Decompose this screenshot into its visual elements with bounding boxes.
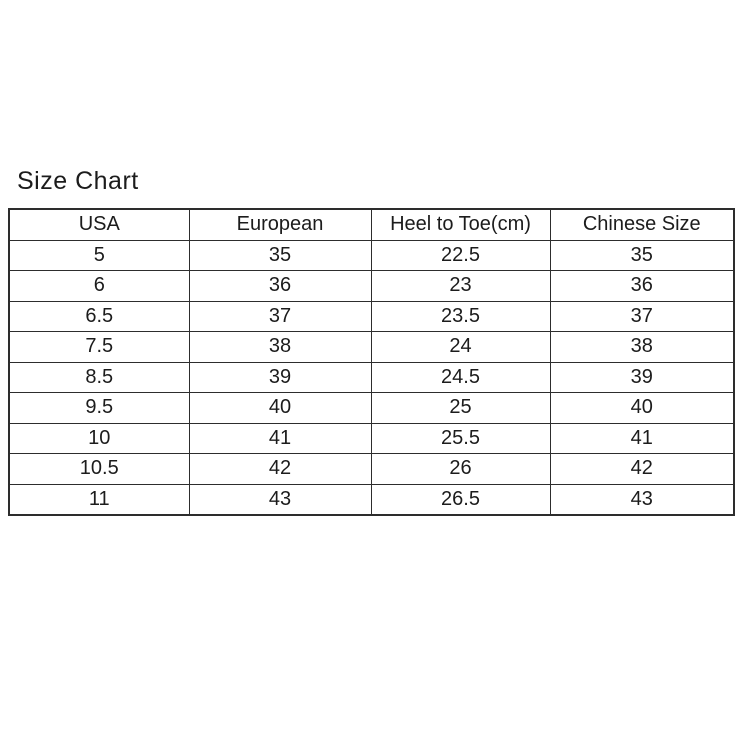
column-header-european: European [188,208,372,241]
table-cell: 23 [370,270,551,302]
table-cell: 23.5 [370,300,551,332]
table-cell: 38 [188,331,372,363]
column-header-usa: USA [8,208,190,241]
table-cell: 41 [188,422,372,454]
table-cell: 26.5 [370,483,551,516]
size-chart-table: USA European Heel to Toe(cm) Chinese Siz… [8,208,735,516]
table-row: 10.5 42 26 42 [8,453,735,485]
table-cell: 41 [549,422,735,454]
table-header: USA European Heel to Toe(cm) Chinese Siz… [8,208,735,241]
table-cell: 22.5 [370,239,551,271]
table-cell: 43 [549,483,735,516]
table-cell: 6 [8,270,190,302]
table-cell: 37 [549,300,735,332]
size-table-body: 5 35 22.5 35 6 36 23 36 6.5 37 23.5 37 7.5 38 24 38 8.5 3… [8,239,735,516]
table-cell: 36 [188,270,372,302]
column-header-chinese-size: Chinese Size [549,208,735,241]
table-cell: 37 [188,300,372,332]
table-cell: 26 [370,453,551,485]
table-cell: 11 [8,483,190,516]
table-cell: 42 [549,453,735,485]
table-cell: 24 [370,331,551,363]
table-row: 8.5 39 24.5 39 [8,361,735,393]
table-cell: 10.5 [8,453,190,485]
table-cell: 40 [188,392,372,424]
page-title: Size Chart [17,167,139,195]
table-cell: 39 [188,361,372,393]
table-cell: 10 [8,422,190,454]
table-cell: 42 [188,453,372,485]
table-cell: 35 [549,239,735,271]
table-cell: 40 [549,392,735,424]
table-row: 11 43 26.5 43 [8,483,735,516]
table-row: 7.5 38 24 38 [8,331,735,363]
table-cell: 24.5 [370,361,551,393]
table-cell: 8.5 [8,361,190,393]
table-row: 6.5 37 23.5 37 [8,300,735,332]
table-cell: 5 [8,239,190,271]
table-cell: 36 [549,270,735,302]
table-row: 10 41 25.5 41 [8,422,735,454]
table-cell: 6.5 [8,300,190,332]
table-cell: 35 [188,239,372,271]
column-header-heel-to-toe: Heel to Toe(cm) [370,208,551,241]
table-cell: 7.5 [8,331,190,363]
table-row: 9.5 40 25 40 [8,392,735,424]
table-cell: 43 [188,483,372,516]
table-cell: 9.5 [8,392,190,424]
table-row: 6 36 23 36 [8,270,735,302]
table-cell: 25 [370,392,551,424]
table-cell: 39 [549,361,735,393]
table-cell: 25.5 [370,422,551,454]
table-cell: 38 [549,331,735,363]
table-row: 5 35 22.5 35 [8,239,735,271]
header-row: USA European Heel to Toe(cm) Chinese Siz… [8,208,735,241]
